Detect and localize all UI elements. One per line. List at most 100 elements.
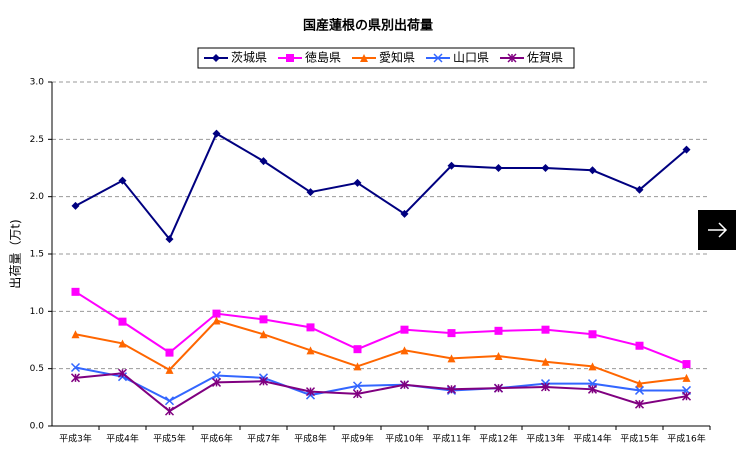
marker-shape: [71, 201, 80, 210]
marker-shape: [164, 396, 175, 406]
marker: [165, 235, 174, 244]
marker-shape: [71, 287, 80, 296]
marker: [446, 384, 457, 394]
marker: [494, 164, 503, 172]
chart-title: 国産蓮根の県別出荷量: [303, 18, 433, 34]
legend-label: 山口県: [453, 51, 489, 65]
marker-shape: [165, 348, 174, 357]
marker: [259, 330, 268, 339]
marker-shape: [118, 339, 127, 348]
marker: [353, 362, 362, 371]
marker: [71, 330, 80, 339]
marker: [682, 373, 691, 382]
marker-shape: [353, 345, 362, 354]
marker: [258, 376, 269, 386]
marker: [635, 341, 644, 350]
y-tick-label: 0.5: [30, 364, 44, 374]
x-tick-label: 平成5年: [153, 433, 186, 445]
x-tick-label: 平成3年: [59, 433, 92, 445]
series-line: [74, 290, 687, 366]
marker-shape: [70, 362, 81, 373]
legend-label: 茨城県: [231, 51, 267, 65]
marker: [541, 357, 550, 366]
marker-shape: [212, 129, 221, 138]
marker: [634, 385, 645, 395]
legend-label: 愛知県: [379, 51, 415, 65]
marker-shape: [682, 145, 691, 154]
x-tick-label: 平成6年: [200, 433, 233, 445]
marker: [259, 157, 268, 166]
marker-shape: [541, 164, 550, 172]
marker: [400, 346, 409, 355]
marker: [540, 382, 551, 392]
marker: [164, 406, 175, 416]
marker: [681, 391, 692, 401]
marker: [634, 399, 645, 409]
marker: [71, 201, 80, 210]
marker: [353, 178, 362, 187]
marker-shape: [400, 325, 409, 334]
y-axis-label: 出荷量（万t): [9, 219, 23, 288]
marker: [211, 371, 222, 381]
marker-shape: [165, 365, 174, 374]
legend-label: 徳島県: [305, 50, 341, 65]
marker: [447, 329, 456, 338]
marker: [507, 53, 517, 63]
series-line: [75, 366, 687, 402]
marker-shape: [682, 360, 691, 369]
marker-shape: [588, 166, 597, 175]
x-tick-label: 平成8年: [294, 433, 327, 445]
marker: [353, 345, 362, 354]
marker-shape: [118, 317, 127, 326]
x-tick-label: 平成9年: [341, 433, 374, 445]
marker-shape: [211, 371, 222, 381]
marker: [447, 161, 456, 170]
marker: [541, 164, 550, 172]
marker-shape: [306, 323, 315, 332]
marker: [400, 209, 409, 218]
y-tick-label: 1.5: [30, 250, 44, 260]
marker: [352, 389, 363, 399]
marker: [259, 315, 268, 324]
marker: [352, 381, 363, 391]
marker: [588, 362, 597, 371]
marker-shape: [682, 373, 691, 382]
y-tick-label: 3.0: [30, 78, 45, 88]
marker: [635, 185, 644, 194]
marker: [306, 188, 315, 197]
marker-shape: [634, 385, 645, 395]
marker-shape: [360, 54, 368, 62]
legend-label: 佐賀県: [527, 51, 563, 65]
marker-shape: [541, 357, 550, 366]
x-tick-label: 平成12年: [479, 433, 517, 445]
marker-shape: [588, 330, 597, 339]
marker-shape: [447, 161, 456, 170]
next-button[interactable]: [698, 210, 736, 250]
marker: [70, 373, 81, 383]
marker-shape: [635, 379, 644, 388]
x-tick-label: 平成11年: [432, 433, 470, 445]
marker: [118, 176, 127, 185]
series-line: [75, 319, 687, 385]
y-tick-label: 2.5: [30, 135, 44, 145]
marker: [71, 287, 80, 296]
marker-shape: [353, 362, 362, 371]
marker-shape: [306, 188, 315, 197]
x-tick-label: 平成15年: [620, 433, 658, 445]
marker-shape: [447, 329, 456, 338]
marker: [682, 145, 691, 154]
marker: [212, 316, 221, 325]
marker-shape: [400, 209, 409, 218]
x-tick-label: 平成7年: [247, 433, 280, 445]
marker: [212, 54, 220, 62]
marker-shape: [541, 325, 550, 334]
y-tick-label: 1.0: [30, 307, 45, 317]
marker: [588, 330, 597, 339]
marker: [494, 326, 503, 335]
marker: [400, 325, 409, 334]
marker-shape: [433, 53, 443, 63]
x-tick-label: 平成16年: [667, 433, 705, 445]
y-tick-label: 0.0: [30, 422, 45, 432]
